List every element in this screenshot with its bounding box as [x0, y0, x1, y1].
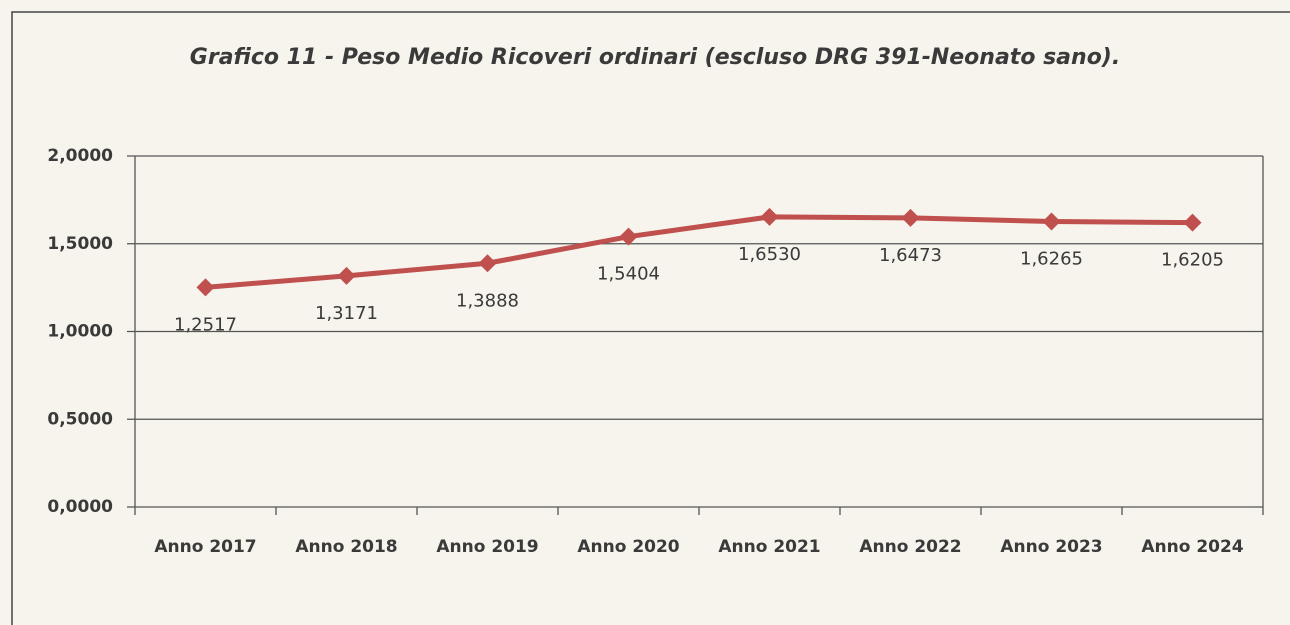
y-tick-label: 1,5000 — [47, 234, 113, 254]
marker — [901, 208, 920, 227]
x-tick-label: Anno 2021 — [718, 537, 820, 557]
y-tick-label: 1,0000 — [47, 322, 113, 342]
marker — [760, 207, 779, 226]
line — [205, 214, 1193, 290]
y-tick-label: 0,5000 — [47, 409, 113, 429]
marker — [478, 254, 497, 273]
data-label: 1,6530 — [738, 244, 801, 265]
data-label: 1,5404 — [597, 264, 660, 285]
data-label: 1,6265 — [1020, 249, 1083, 270]
x-tick-label: Anno 2020 — [577, 537, 679, 557]
frame — [11, 11, 1290, 625]
data-label: 1,6473 — [879, 245, 942, 266]
x-tick-label: Anno 2022 — [859, 537, 961, 557]
y-tick-label: 2,0000 — [47, 146, 113, 166]
x-tick-label: Anno 2023 — [1000, 537, 1102, 557]
x-tick-label: Anno 2018 — [295, 537, 397, 557]
y-tick-label: 0,0000 — [47, 497, 113, 517]
marker — [1042, 212, 1061, 231]
data-label: 1,6205 — [1161, 250, 1224, 271]
x-tick-label: Anno 2024 — [1141, 537, 1243, 557]
marker — [1183, 213, 1202, 232]
chart-title: Grafico 11 - Peso Medio Ricoveri ordinar… — [190, 45, 1120, 70]
data-label: 1,3171 — [315, 303, 378, 324]
x-tick-label: Anno 2017 — [154, 537, 256, 557]
marker — [196, 278, 215, 297]
marker — [619, 227, 638, 246]
data-label: 1,2517 — [174, 314, 237, 335]
x-tick-label: Anno 2019 — [436, 537, 538, 557]
marker — [337, 266, 356, 285]
data-label: 1,3888 — [456, 290, 519, 311]
